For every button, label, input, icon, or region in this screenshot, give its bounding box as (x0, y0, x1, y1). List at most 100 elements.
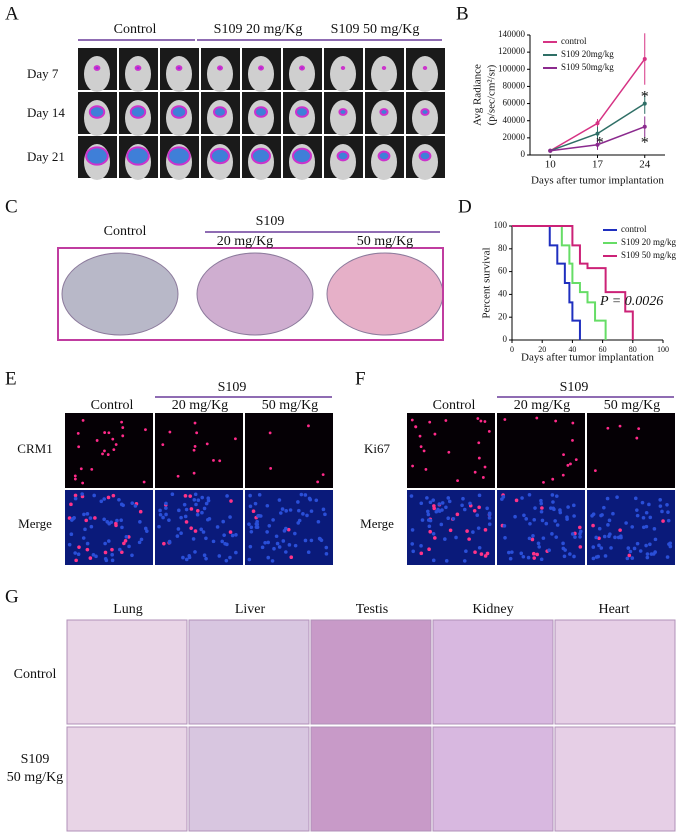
histology-image (310, 726, 432, 832)
mouse (412, 56, 438, 92)
cell-dot (590, 513, 594, 518)
y-tick-label: 120000 (498, 46, 526, 56)
column-label: Kidney (472, 602, 513, 617)
cell-dot (624, 521, 628, 525)
mouse (371, 56, 397, 92)
cell-dot (483, 465, 487, 469)
cell-dot (67, 542, 72, 547)
cell-dot (247, 522, 251, 526)
column-label: Testis (356, 602, 388, 617)
cell-dot (110, 547, 114, 552)
cell-dot (274, 534, 279, 539)
cell-dot (268, 431, 272, 435)
cell-dot (193, 550, 197, 554)
cell-dot (120, 550, 124, 555)
cell-dot (635, 541, 640, 546)
cell-dot (103, 431, 107, 434)
cell-dot (599, 546, 604, 550)
cell-dot (630, 525, 635, 529)
cell-dot (547, 548, 551, 553)
group-label: 20 mg/Kg (172, 398, 228, 413)
cell-dot (230, 533, 235, 538)
group-label: Control (433, 398, 476, 413)
cell-dot (649, 552, 654, 556)
legend-label: control (621, 224, 647, 234)
cell-dot (444, 505, 448, 510)
cell-dot (566, 463, 570, 467)
cell-dot (597, 543, 601, 548)
cell-dot (454, 535, 458, 540)
cell-dot (177, 508, 181, 513)
cell-dot (558, 508, 562, 512)
cell-dot (409, 494, 414, 498)
y-tick-label: 40000 (503, 115, 526, 125)
cell-dot (605, 496, 610, 501)
cell-dot (503, 535, 507, 540)
series-line (549, 102, 646, 152)
cell-dot (419, 551, 424, 556)
cell-dot (578, 535, 582, 539)
panel-letter: B (456, 3, 469, 24)
cell-dot (606, 523, 610, 527)
mouse (371, 144, 397, 180)
cell-dot (88, 556, 93, 560)
cell-dot (552, 507, 556, 512)
cell-dot (419, 445, 423, 449)
cell-dot (111, 493, 116, 498)
y-tick-label: 0 (521, 149, 526, 159)
cell-dot (200, 510, 204, 515)
cell-dot (668, 544, 673, 549)
cell-dot (282, 529, 287, 533)
cell-dot (195, 431, 199, 435)
cell-dot (653, 550, 657, 554)
cell-dot (179, 531, 183, 536)
cell-dot (281, 539, 286, 543)
cell-dot (551, 500, 555, 504)
cell-dot (217, 554, 222, 558)
cell-dot (76, 431, 80, 435)
cell-dot (234, 437, 237, 441)
y-axis-label: Percent survival (481, 247, 493, 318)
cell-dot (660, 509, 664, 514)
cell-dot (193, 529, 198, 533)
cell-dot (661, 519, 665, 523)
cell-dot (176, 527, 181, 531)
cell-dot (307, 424, 310, 428)
cell-dot (196, 498, 201, 503)
fluor-image (155, 490, 243, 565)
cell-dot (102, 497, 107, 501)
cell-dot (115, 518, 119, 523)
cell-dot (92, 493, 96, 498)
cell-dot (618, 528, 622, 532)
cell-dot (204, 501, 209, 506)
cell-dot (483, 554, 488, 558)
cell-dot (81, 481, 85, 485)
cell-dot (627, 553, 632, 558)
cell-dot (573, 535, 577, 539)
brain-section (196, 252, 314, 336)
cell-dot (254, 525, 259, 529)
cell-dot (253, 501, 258, 506)
cell-dot (133, 504, 138, 508)
cell-dot (444, 559, 449, 563)
cell-dot (477, 456, 481, 460)
cell-dot (117, 497, 121, 502)
cell-dot (225, 494, 229, 498)
brain-section (61, 252, 179, 336)
mouse (330, 56, 356, 92)
cell-dot (181, 555, 185, 560)
cell-dot (472, 508, 477, 513)
cell-dot (287, 543, 292, 547)
row-label: S109 (21, 752, 50, 767)
histology-image (66, 726, 188, 832)
x-axis-label: Days after tumor implantation (521, 352, 654, 364)
signal (217, 65, 223, 71)
cell-dot (447, 499, 452, 504)
cell-dot (110, 558, 115, 563)
cell-dot (303, 538, 308, 543)
cell-dot (254, 522, 259, 526)
cell-dot (275, 541, 280, 546)
cell-dot (121, 434, 125, 438)
histology-image (188, 726, 310, 832)
